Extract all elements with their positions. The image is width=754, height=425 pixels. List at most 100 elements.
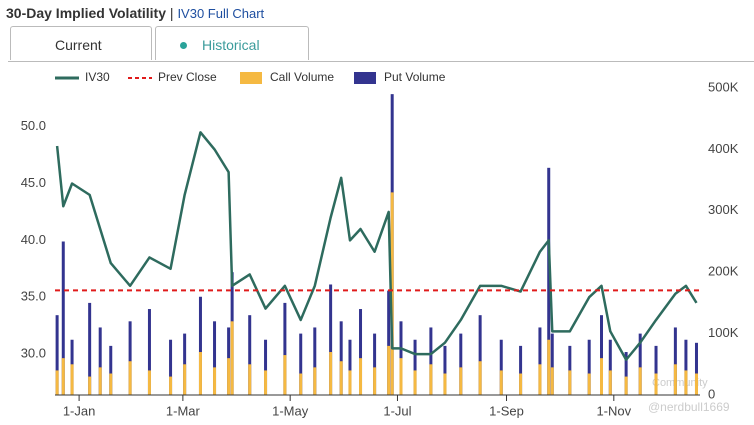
- volume-bar: [169, 339, 173, 395]
- y2-tick-label: 100K: [708, 325, 739, 340]
- tab-rule: [8, 61, 754, 62]
- volume-bar: [348, 339, 352, 395]
- tab-label: Historical: [202, 37, 260, 53]
- volume-bar: [55, 370, 59, 395]
- volume-bar: [547, 167, 551, 395]
- volume-bar: [459, 367, 463, 395]
- volume-bar: [88, 376, 92, 395]
- volume-bar: [547, 339, 551, 395]
- y2-tick-label: 500K: [708, 79, 739, 94]
- volume-bar: [413, 370, 417, 395]
- volume-bar: [599, 315, 603, 395]
- volume-bar: [227, 358, 231, 395]
- volume-bar: [638, 333, 642, 395]
- tab-dot: [180, 42, 187, 49]
- volume-bar: [390, 192, 394, 395]
- volume-bar: [673, 327, 677, 395]
- volume-bar: [550, 333, 554, 395]
- volume-bar: [313, 367, 317, 395]
- volume-bar: [694, 373, 698, 395]
- volume-bar: [599, 358, 603, 395]
- volume-bar: [61, 358, 65, 395]
- volume-bar: [299, 333, 303, 395]
- volume-bar: [248, 364, 252, 395]
- volume-bar: [198, 352, 202, 395]
- volume-bar: [339, 321, 343, 395]
- title: 30-Day Implied Volatility: [6, 5, 167, 21]
- volume-bar: [359, 358, 363, 395]
- volume-bar: [519, 345, 523, 395]
- x-tick-label: 1-Sep: [489, 403, 524, 418]
- volume-bar: [373, 333, 377, 395]
- legend-label: Prev Close: [158, 70, 217, 84]
- volume-bar: [147, 370, 151, 395]
- volume-bar: [198, 296, 202, 395]
- y-tick-label: 40.0: [21, 232, 46, 247]
- volume-bar: [169, 376, 173, 395]
- x-tick-label: 1-Mar: [166, 403, 201, 418]
- volume-bar: [429, 327, 433, 395]
- volume-bar: [478, 315, 482, 395]
- volume-bar: [478, 361, 482, 395]
- legend-label: Call Volume: [270, 70, 334, 84]
- y-tick-label: 45.0: [21, 175, 46, 190]
- y-tick-label: 30.0: [21, 346, 46, 361]
- volume-bar: [109, 345, 113, 395]
- x-tick-label: 1-May: [272, 403, 309, 418]
- volume-bar: [387, 290, 391, 395]
- volume-bar: [413, 339, 417, 395]
- volume-bar: [230, 321, 234, 395]
- volume-bar: [359, 309, 363, 395]
- volume-bar: [147, 309, 151, 395]
- volume-bar: [348, 370, 352, 395]
- volume-bar: [587, 373, 591, 395]
- volume-bar: [608, 370, 612, 395]
- volume-bar: [399, 358, 403, 395]
- volume-bar: [98, 367, 102, 395]
- volume-bar: [313, 327, 317, 395]
- y2-tick-label: 200K: [708, 264, 739, 279]
- volume-bar: [61, 241, 65, 395]
- watermark: Community: [652, 377, 708, 389]
- volume-bar: [55, 315, 59, 395]
- volume-bar: [213, 321, 217, 395]
- volume-bar: [587, 339, 591, 395]
- volume-bar: [538, 364, 542, 395]
- volume-bar: [183, 364, 187, 395]
- tab-current[interactable]: Current: [10, 26, 152, 60]
- volume-bar: [654, 373, 658, 395]
- volume-bar: [329, 284, 333, 395]
- tab-label: Current: [55, 37, 102, 53]
- volume-bar: [684, 370, 688, 395]
- legend-label: IV30: [85, 70, 110, 84]
- x-tick-label: 1-Jul: [383, 403, 411, 418]
- volume-bar: [128, 361, 132, 395]
- volume-bar: [128, 321, 132, 395]
- y2-tick-label: 400K: [708, 141, 739, 156]
- watermark: @nerdbull1669: [648, 400, 730, 414]
- iv30-line: [55, 131, 698, 362]
- volume-bar: [519, 373, 523, 395]
- volume-bar: [248, 315, 252, 395]
- tab-historical[interactable]: Historical: [155, 26, 309, 60]
- volume-bar: [624, 352, 628, 395]
- volume-bar: [339, 361, 343, 395]
- volume-bar: [109, 373, 113, 395]
- volume-bar: [98, 327, 102, 395]
- volume-bar: [88, 302, 92, 395]
- x-tick-label: 1-Jan: [63, 403, 96, 418]
- legend-swatch: [354, 72, 376, 84]
- volume-bar: [459, 333, 463, 395]
- volume-bar: [499, 339, 503, 395]
- volume-bar: [283, 302, 287, 395]
- full-chart-link[interactable]: IV30 Full Chart: [177, 6, 265, 21]
- volume-bar: [387, 345, 391, 395]
- volume-bar: [329, 352, 333, 395]
- legend-swatch: [240, 72, 262, 84]
- y-tick-label: 35.0: [21, 289, 46, 304]
- volume-bar: [299, 373, 303, 395]
- volume-bar: [538, 327, 542, 395]
- volume-bar: [283, 355, 287, 395]
